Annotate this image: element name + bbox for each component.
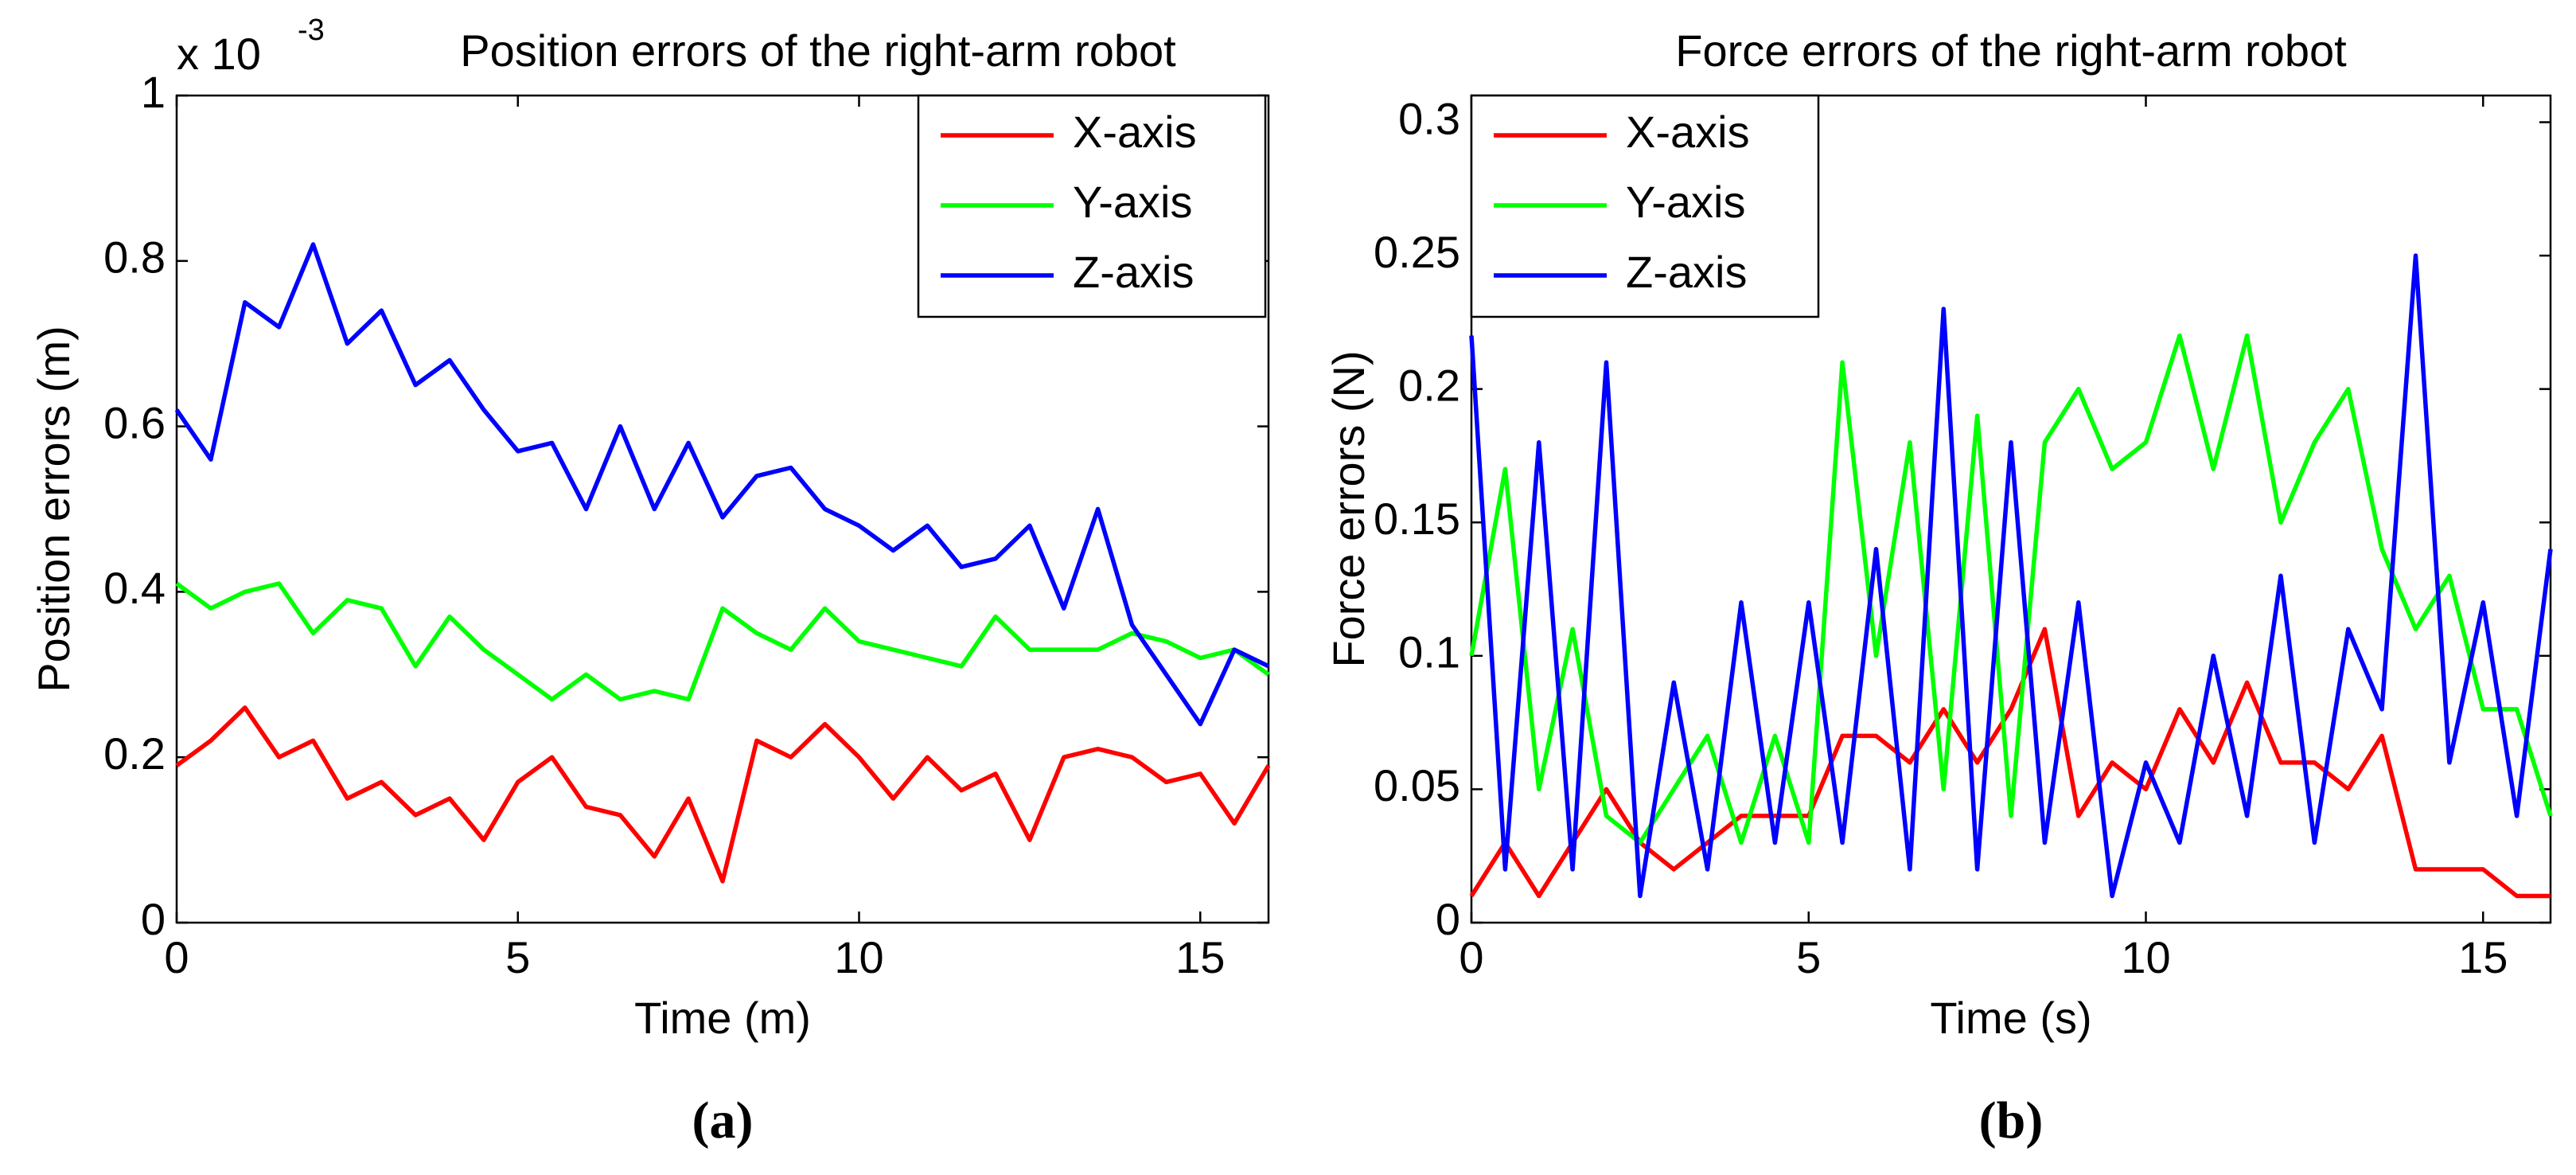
y-tick-label: 0 <box>141 894 166 944</box>
x-tick-label: 15 <box>2458 932 2508 982</box>
y-multiplier: x 10 <box>177 29 261 79</box>
legend: X-axis Y-axis Z-axis <box>1470 94 1820 318</box>
y-tick-label: 0.1 <box>1398 627 1460 677</box>
legend-box <box>917 94 1267 318</box>
data-line <box>175 581 1270 702</box>
y-tick-label: 0.8 <box>103 232 166 283</box>
y-tick-label: 0.3 <box>1398 93 1460 143</box>
x-axis-label: Time (s) <box>1930 993 2091 1043</box>
y-tick-label: 0.2 <box>103 728 166 779</box>
data-line <box>1469 253 2553 899</box>
y-tick-label: 0.4 <box>103 563 166 613</box>
legend-label: X-axis <box>1073 107 1197 157</box>
y-axis-label: Position errors (m) <box>29 326 79 693</box>
x-tick-label: 10 <box>2121 932 2170 982</box>
legend: X-axis Y-axis Z-axis <box>917 94 1267 318</box>
legend-label: X-axis <box>1626 107 1750 157</box>
x-tick-label: 0 <box>1459 932 1483 982</box>
data-line <box>1469 627 2551 899</box>
data-line <box>175 705 1271 884</box>
x-axis-label: Time (m) <box>634 993 811 1043</box>
caption: (b) <box>1979 1091 2044 1150</box>
x-tick-label: 5 <box>1796 932 1821 982</box>
chart-title: Force errors of the right-arm robot <box>1675 25 2347 76</box>
x-tick-label: 0 <box>164 932 189 982</box>
y-tick-label: 0.25 <box>1374 227 1460 277</box>
y-tick-label: 0 <box>1436 894 1460 944</box>
y-multiplier-exponent: -3 <box>298 14 325 47</box>
x-tick-label: 15 <box>1175 932 1225 982</box>
legend-label: Y-axis <box>1073 177 1192 227</box>
legend-label: Y-axis <box>1626 177 1745 227</box>
y-tick-label: 0.6 <box>103 397 166 447</box>
caption: (a) <box>692 1091 754 1150</box>
y-tick-label: 0.2 <box>1398 360 1460 410</box>
y-tick-label: 0.05 <box>1374 760 1460 810</box>
y-tick-label: 1 <box>141 67 166 117</box>
y-tick-label: 0.15 <box>1374 494 1460 544</box>
legend-label: Z-axis <box>1073 247 1194 297</box>
legend-label: Z-axis <box>1626 247 1747 297</box>
chart-title: Position errors of the right-arm robot <box>460 25 1176 76</box>
x-tick-label: 5 <box>505 932 530 982</box>
data-line <box>174 242 1270 727</box>
y-axis-label: Force errors (N) <box>1323 350 1374 667</box>
x-tick-label: 10 <box>834 932 883 982</box>
